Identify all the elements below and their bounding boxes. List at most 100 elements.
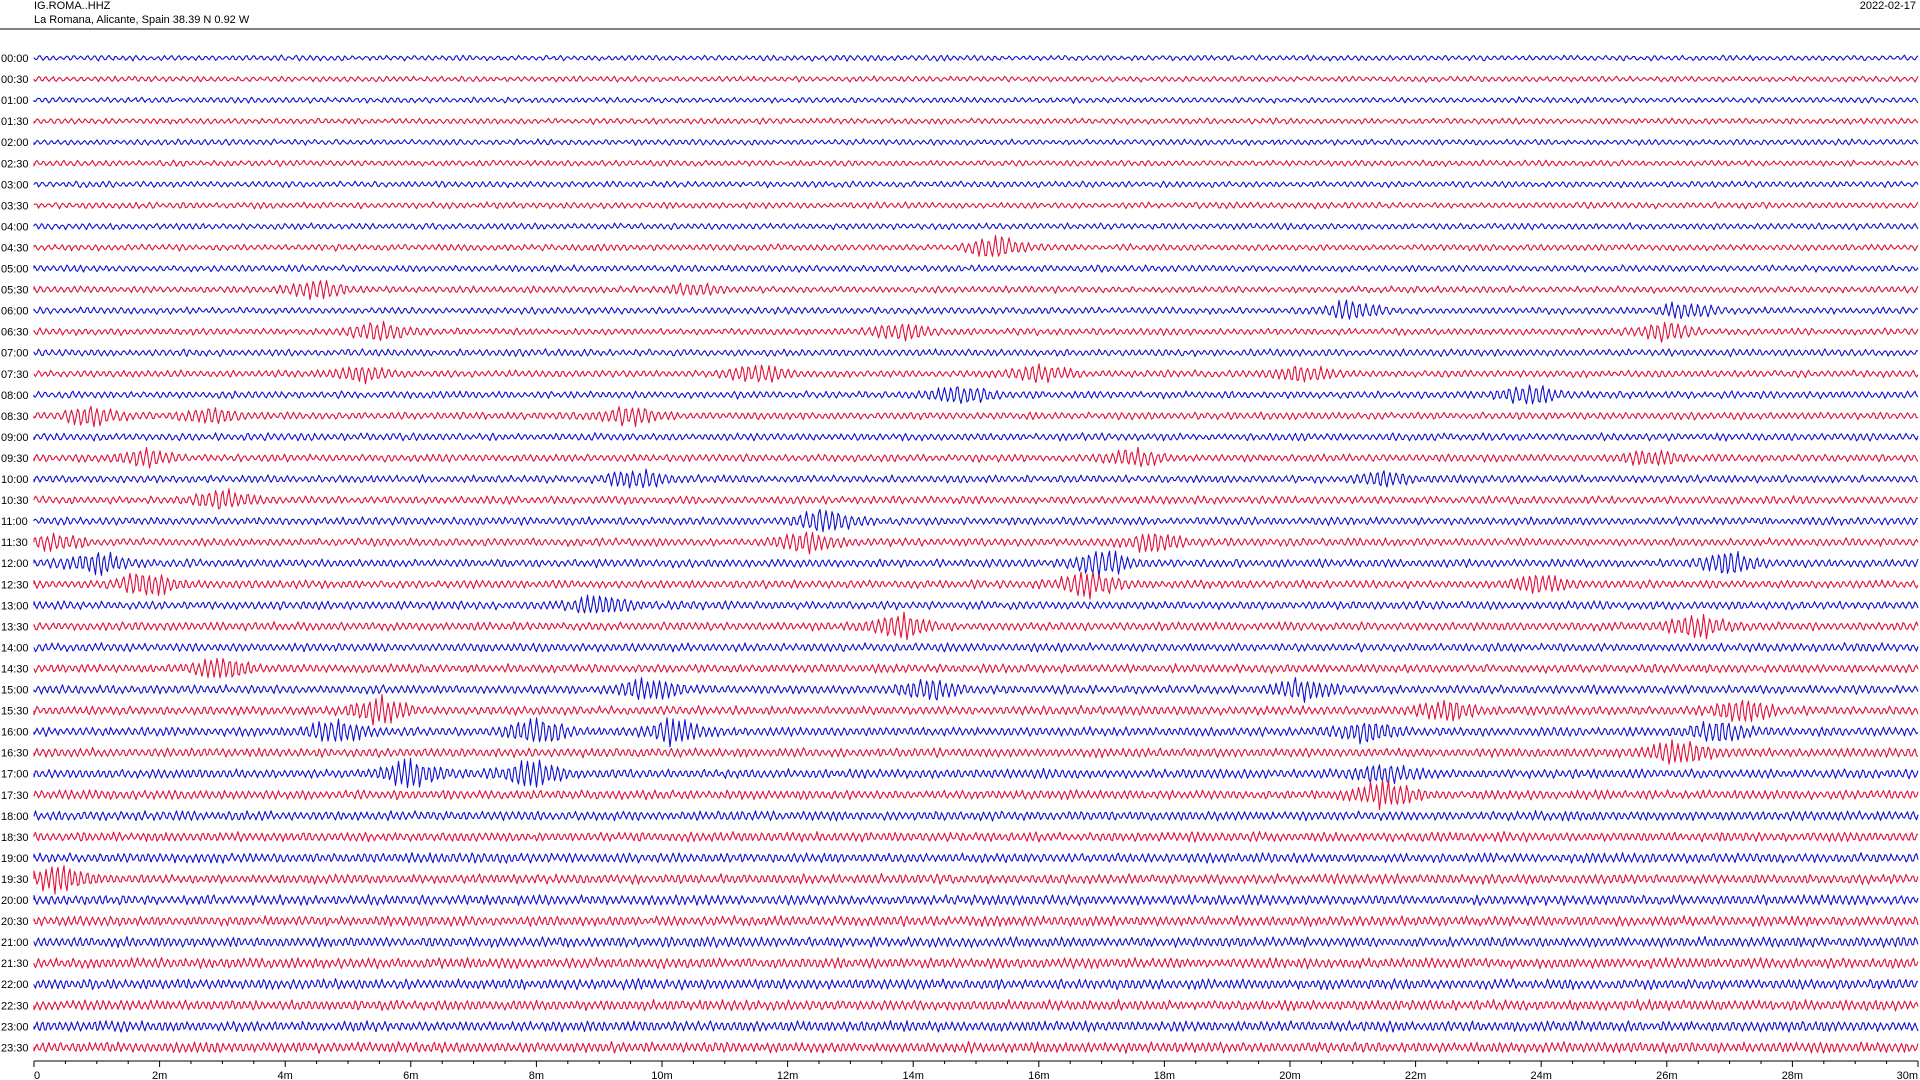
row-label-layer: 00:00 00:30 01:00 01:30 02:00 02:30 03:00 03:30… bbox=[1, 53, 29, 1054]
x-tick-label: 20m bbox=[1279, 1070, 1300, 1080]
row-label: 06:30 bbox=[1, 327, 29, 339]
x-tick-label: 26m bbox=[1656, 1070, 1677, 1080]
x-tick-label: 8m bbox=[529, 1070, 544, 1080]
seismic-trace bbox=[33, 180, 1919, 189]
x-tick-label: 18m bbox=[1154, 1070, 1175, 1080]
x-tick-label: 24m bbox=[1530, 1070, 1551, 1080]
seismic-trace bbox=[33, 550, 1919, 578]
row-label: 10:00 bbox=[1, 474, 29, 486]
row-label: 20:30 bbox=[1, 916, 29, 928]
x-tick-label: 2m bbox=[152, 1070, 167, 1080]
seismic-trace bbox=[33, 894, 1919, 906]
seismic-trace bbox=[33, 96, 1919, 104]
x-tick-label: 6m bbox=[403, 1070, 418, 1080]
row-label: 17:00 bbox=[1, 769, 29, 781]
seismic-trace bbox=[33, 446, 1919, 469]
row-label: 00:30 bbox=[1, 74, 29, 86]
x-tick-label: 4m bbox=[278, 1070, 293, 1080]
seismic-trace bbox=[33, 717, 1919, 748]
row-label: 02:30 bbox=[1, 158, 29, 170]
row-label: 18:30 bbox=[1, 832, 29, 844]
seismic-trace bbox=[33, 201, 1919, 210]
seismic-trace bbox=[33, 432, 1919, 442]
row-label: 09:30 bbox=[1, 453, 29, 465]
seismic-trace bbox=[33, 779, 1919, 811]
seismic-trace bbox=[33, 956, 1919, 970]
seismic-trace bbox=[33, 1040, 1919, 1054]
seismic-trace bbox=[33, 571, 1919, 600]
row-label: 18:00 bbox=[1, 811, 29, 823]
x-tick-label: 10m bbox=[651, 1070, 672, 1080]
row-label: 23:00 bbox=[1, 1021, 29, 1033]
row-label: 03:30 bbox=[1, 200, 29, 212]
trace-layer bbox=[33, 54, 1919, 1054]
x-tick-label: 16m bbox=[1028, 1070, 1049, 1080]
row-label: 15:00 bbox=[1, 685, 29, 697]
row-label: 09:00 bbox=[1, 432, 29, 444]
row-label: 12:30 bbox=[1, 579, 29, 591]
row-label: 04:30 bbox=[1, 242, 29, 254]
row-label: 14:00 bbox=[1, 642, 29, 654]
row-label: 21:30 bbox=[1, 958, 29, 970]
row-label: 05:30 bbox=[1, 285, 29, 297]
seismic-trace bbox=[33, 54, 1919, 62]
seismic-trace bbox=[33, 977, 1919, 991]
row-label: 08:30 bbox=[1, 411, 29, 423]
seismic-trace bbox=[33, 488, 1919, 510]
x-tick-label: 30m bbox=[1897, 1070, 1918, 1080]
row-label: 02:00 bbox=[1, 137, 29, 149]
seismic-trace bbox=[33, 642, 1919, 653]
seismic-trace bbox=[33, 830, 1919, 843]
seismic-trace bbox=[33, 117, 1919, 125]
row-label: 16:00 bbox=[1, 727, 29, 739]
seismic-trace bbox=[33, 531, 1919, 555]
seismic-trace bbox=[33, 1020, 1919, 1033]
row-label: 23:30 bbox=[1, 1042, 29, 1054]
row-label: 22:30 bbox=[1, 1000, 29, 1012]
seismic-trace bbox=[33, 138, 1919, 146]
row-label: 11:30 bbox=[1, 537, 28, 549]
seismic-trace bbox=[33, 915, 1919, 928]
x-tick-label: 22m bbox=[1405, 1070, 1426, 1080]
seismic-trace bbox=[33, 234, 1919, 257]
seismic-trace bbox=[33, 757, 1919, 789]
row-label: 14:30 bbox=[1, 663, 29, 675]
seismic-trace bbox=[33, 594, 1919, 614]
seismic-trace bbox=[33, 159, 1919, 168]
seismic-trace bbox=[33, 611, 1919, 641]
row-label: 00:00 bbox=[1, 53, 29, 65]
seismic-trace bbox=[33, 739, 1919, 765]
row-label: 12:00 bbox=[1, 558, 29, 570]
row-label: 03:00 bbox=[1, 179, 29, 191]
seismic-trace bbox=[33, 222, 1919, 231]
row-label: 16:30 bbox=[1, 748, 29, 760]
row-label: 01:30 bbox=[1, 116, 29, 128]
seismic-trace bbox=[33, 677, 1919, 704]
row-label: 21:00 bbox=[1, 937, 29, 949]
station-location: La Romana, Alicante, Spain 38.39 N 0.92 … bbox=[34, 14, 250, 26]
seismic-trace bbox=[33, 935, 1919, 949]
row-label: 06:00 bbox=[1, 306, 29, 318]
seismic-trace bbox=[33, 384, 1919, 405]
time-axis: 0 2m 4m 6m 8m 10m 12m 14m 16m 18m 20m 22m 24m 26m 28m 3… bbox=[33, 1060, 1919, 1080]
seismic-trace bbox=[33, 998, 1919, 1012]
record-date: 2022-02-17 bbox=[1860, 0, 1916, 12]
seismic-trace bbox=[33, 299, 1919, 320]
x-tick-label: 0 bbox=[34, 1070, 40, 1080]
seismic-trace bbox=[33, 363, 1919, 385]
row-label: 05:00 bbox=[1, 264, 29, 276]
row-label: 22:00 bbox=[1, 979, 29, 991]
station-code: IG.ROMA..HHZ bbox=[34, 0, 111, 12]
row-label: 01:00 bbox=[1, 95, 29, 107]
row-label: 19:00 bbox=[1, 853, 29, 865]
seismic-trace bbox=[33, 280, 1919, 300]
row-label: 13:30 bbox=[1, 621, 29, 633]
row-label: 07:30 bbox=[1, 369, 29, 381]
seismic-trace bbox=[33, 508, 1918, 533]
seismic-trace bbox=[33, 810, 1919, 822]
seismic-trace bbox=[33, 264, 1919, 273]
x-tick-label: 12m bbox=[777, 1070, 798, 1080]
seismic-trace bbox=[33, 348, 1919, 358]
seismic-trace bbox=[33, 865, 1919, 895]
